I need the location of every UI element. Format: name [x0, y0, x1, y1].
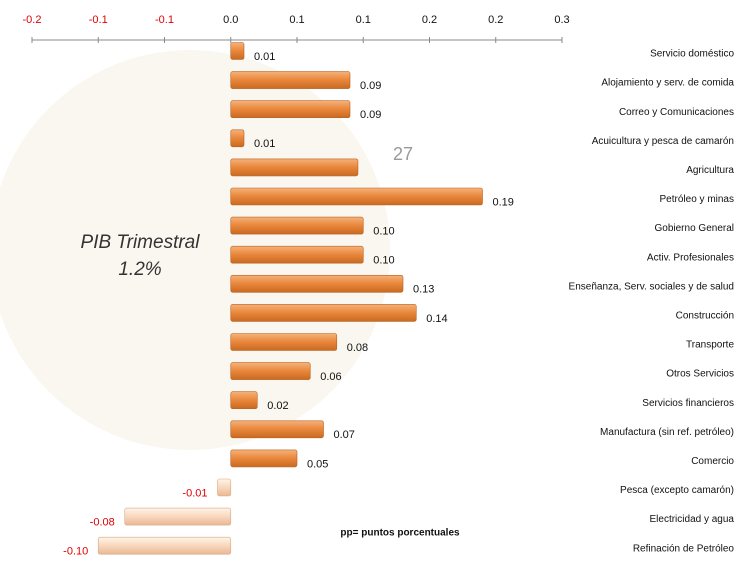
category-label: Manufactura (sin ref. petróleo) [600, 427, 734, 438]
x-tick-label: 0.1 [289, 14, 304, 26]
bar [124, 507, 232, 526]
value-label: 0.09 [360, 109, 381, 121]
bar [230, 333, 338, 351]
category-label: Comercio [691, 456, 734, 467]
bar [97, 536, 232, 555]
value-label: 0.14 [426, 313, 447, 325]
x-tick-label: -0.2 [23, 14, 42, 26]
x-tick-label: 0.2 [422, 14, 437, 26]
category-label: Servicio doméstico [650, 49, 734, 60]
value-label: 0.10 [373, 255, 394, 267]
category-label: Pesca (excepto camarón) [620, 485, 734, 496]
category-label: Construcción [676, 311, 734, 322]
value-label: 0.13 [413, 284, 434, 296]
category-label: Electricidad y agua [650, 514, 735, 525]
bar [230, 245, 364, 264]
annotation: PIB Trimestral [81, 232, 201, 253]
category-label: Otros Servicios [666, 369, 734, 380]
bar [230, 42, 245, 60]
annotation: 1.2% [118, 259, 161, 280]
bar [230, 274, 404, 293]
value-label: 0.19 [493, 196, 514, 208]
bar [230, 187, 483, 206]
x-tick-label: 0.2 [488, 14, 503, 26]
bar [230, 100, 351, 118]
value-label: 0.10 [373, 226, 394, 238]
category-label: Activ. Profesionales [647, 252, 734, 263]
category-label: Correo y Comunicaciones [619, 107, 734, 118]
value-label: 0.09 [360, 80, 381, 92]
value-label: 0.06 [320, 371, 341, 383]
value-label: -0.01 [182, 487, 207, 499]
category-label: Enseñanza, Serv. sociales y de salud [569, 281, 734, 292]
bar [230, 216, 364, 235]
category-label: Gobierno General [655, 223, 735, 234]
x-tick-label: 0.0 [223, 14, 238, 26]
bar [230, 391, 258, 410]
page-number: 27 [393, 144, 413, 164]
value-label: -0.08 [90, 517, 115, 529]
category-label: Servicios financieros [642, 398, 734, 409]
value-label: -0.10 [63, 546, 88, 558]
note: pp= puntos porcentuales [340, 528, 460, 539]
bar [230, 158, 359, 177]
bar [230, 71, 351, 89]
category-label: Refinación de Petróleo [633, 543, 735, 554]
value-label: 0.05 [307, 458, 328, 470]
bar [230, 449, 298, 468]
x-tick-label: 0.1 [356, 14, 371, 26]
value-label: 0.01 [254, 51, 275, 63]
category-label: Petróleo y minas [660, 194, 734, 205]
category-label: Alojamiento y serv. de comida [601, 78, 734, 89]
category-label: Acuicultura y pesca de camarón [592, 136, 734, 147]
bar [230, 420, 324, 439]
bar [230, 304, 417, 322]
value-label: 0.07 [334, 429, 355, 441]
category-label: Agricultura [686, 165, 734, 176]
bar [230, 362, 311, 380]
bar [230, 129, 245, 148]
value-label: 0.08 [347, 342, 368, 354]
value-label: 0.02 [267, 400, 288, 412]
x-tick-label: 0.3 [554, 14, 569, 26]
x-tick-label: -0.1 [155, 14, 174, 26]
value-label: 0.01 [254, 138, 275, 150]
bar [217, 478, 232, 497]
x-tick-label: -0.1 [89, 14, 108, 26]
category-label: Transporte [686, 340, 734, 351]
